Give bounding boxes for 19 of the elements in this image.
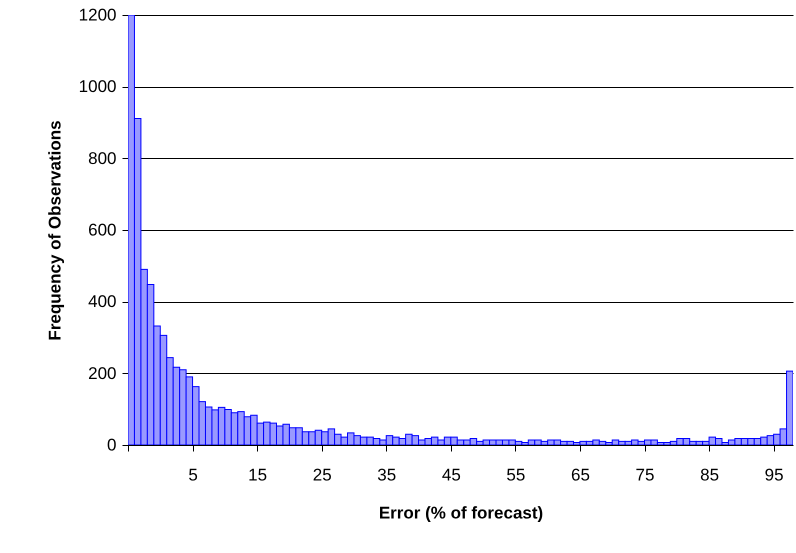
x-axis-title: Error (% of forecast) bbox=[378, 504, 544, 522]
x-tick-label: 45 bbox=[442, 466, 461, 484]
y-tick-label: 200 bbox=[88, 364, 116, 383]
y-axis-title: Frequency of Observations bbox=[46, 120, 65, 341]
x-tick-label: 65 bbox=[570, 466, 590, 484]
x-tick-label: 55 bbox=[506, 466, 526, 484]
x-tick-label: 5 bbox=[188, 466, 198, 484]
y-tick-label: 600 bbox=[88, 220, 116, 240]
y-tick-label: 1200 bbox=[78, 6, 116, 24]
x-tick-label: 95 bbox=[764, 466, 784, 484]
y-tick-label: 400 bbox=[88, 292, 116, 312]
y-tick-label: 1000 bbox=[78, 77, 116, 96]
x-tick-label: 85 bbox=[700, 466, 720, 484]
x-tick-label: 35 bbox=[377, 466, 396, 484]
y-tick-label: 0 bbox=[107, 436, 116, 454]
x-tick-label: 25 bbox=[312, 466, 332, 484]
y-tick-label: 800 bbox=[88, 148, 116, 168]
x-tick-label: 15 bbox=[248, 466, 268, 484]
x-tick-label: 75 bbox=[636, 466, 654, 484]
